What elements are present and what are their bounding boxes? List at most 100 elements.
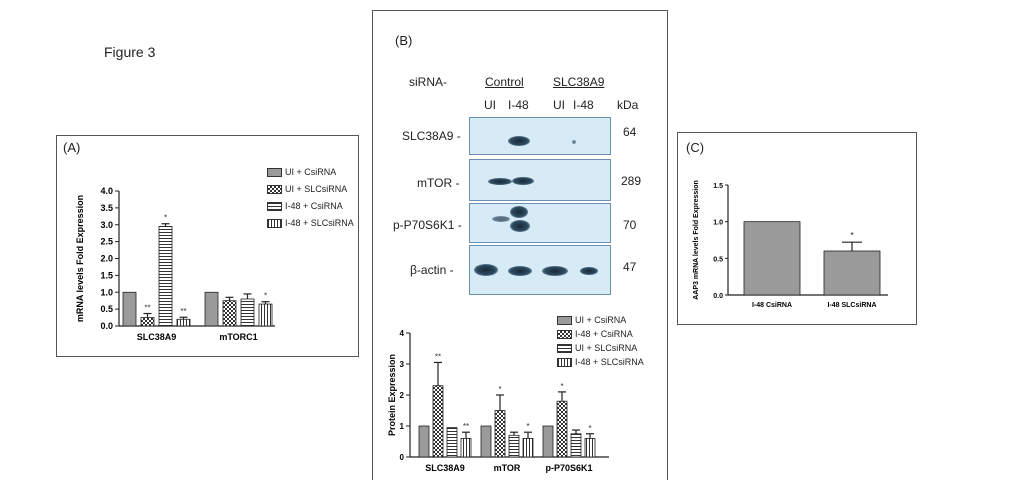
- legend-swatch-solid: [557, 316, 572, 326]
- legend-swatch-hstripe: [557, 344, 572, 354]
- group-control-label: Control: [485, 75, 524, 89]
- significance-marker: *: [588, 424, 591, 433]
- legend-swatch-vstripe: [557, 358, 572, 368]
- y-tick-label: 2: [400, 391, 405, 400]
- significance-marker: *: [526, 422, 529, 431]
- blot-label-p70s6k1: p-P70S6K1 -: [393, 218, 462, 232]
- bar: [258, 303, 273, 327]
- y-tick-label: 3.0: [100, 220, 113, 230]
- significance-marker: **: [180, 307, 186, 316]
- y-tick-label: 3: [400, 360, 405, 369]
- significance-marker: **: [435, 352, 441, 361]
- category-label: SLC38A9: [137, 332, 177, 342]
- category-label: p-P70S6K1: [545, 463, 592, 473]
- bar: [240, 298, 255, 327]
- category-label: mTOR: [494, 463, 521, 473]
- lane-label: UI: [553, 98, 565, 112]
- band: [492, 216, 510, 222]
- panel-a: (A) UI + CsiRNA UI + SLCsiRNA I-48 + Csi…: [56, 135, 359, 357]
- bar: [743, 221, 801, 296]
- significance-marker: *: [560, 382, 563, 391]
- group-slc-label: SLC38A9: [553, 75, 605, 89]
- blot-kda: 289: [621, 174, 642, 188]
- legend-swatch-checker: [267, 185, 282, 195]
- legend-item: I-48 + SLCsiRNA: [557, 357, 644, 368]
- legend-swatch-solid: [267, 168, 282, 178]
- y-tick-label: 0: [400, 453, 405, 462]
- bar: [176, 318, 191, 327]
- bar: [158, 226, 173, 327]
- band: [474, 264, 498, 276]
- panel-c: (C) 0.0 0.5 1.0 1.5 AAP3 mRNA levels Fold Ex…: [677, 132, 917, 325]
- category-label: mTORC1: [219, 332, 257, 342]
- significance-marker: **: [144, 304, 150, 313]
- bar: [204, 291, 219, 327]
- chart-c: 0.0 0.5 1.0 1.5 AAP3 mRNA levels Fold Expres…: [693, 180, 888, 309]
- y-tick-label: 4: [400, 329, 405, 338]
- bar: [460, 437, 472, 458]
- category-label: I-48 CsiRNA: [752, 302, 792, 309]
- bar: [140, 317, 155, 327]
- legend-item: I-48 + CsiRNA: [267, 201, 343, 212]
- blot-p70s6k1: [469, 203, 611, 243]
- bar: [522, 437, 534, 458]
- y-tick-label: 4.0: [100, 186, 113, 196]
- lane-label: UI: [484, 98, 496, 112]
- bar: [584, 437, 596, 458]
- legend-item: UI + CsiRNA: [267, 167, 336, 178]
- y-axis-label: mRNA levels Fold Expression: [75, 195, 85, 322]
- blot-label-beta-actin: β-actin -: [410, 263, 454, 277]
- bar: [480, 425, 492, 458]
- bar: [542, 425, 554, 458]
- bar: [222, 300, 237, 327]
- y-tick-label: 0.5: [713, 256, 723, 263]
- y-tick-label: 1.5: [100, 270, 113, 280]
- y-tick-label: 0.5: [100, 304, 113, 314]
- bar: [556, 400, 568, 458]
- bar: [570, 433, 582, 458]
- significance-marker: *: [264, 292, 267, 301]
- significance-marker: *: [850, 231, 853, 240]
- legend-item: I-48 + SLCsiRNA: [267, 218, 354, 229]
- category-label: I-48 SLCsiRNA: [827, 302, 876, 309]
- band: [510, 220, 530, 232]
- y-tick-label: 2.0: [100, 254, 113, 264]
- legend-item: I-48 + CsiRNA: [557, 329, 633, 340]
- y-tick-label: 3.5: [100, 203, 113, 213]
- legend-item: UI + SLCsiRNA: [557, 343, 637, 354]
- band: [488, 178, 512, 185]
- band: [580, 267, 598, 275]
- y-tick-label: 2.5: [100, 237, 113, 247]
- bar: [494, 410, 506, 458]
- legend-swatch-checker: [557, 330, 572, 340]
- blot-kda: 70: [623, 218, 637, 232]
- blot-beta-actin: [469, 245, 611, 295]
- lane-label: I-48: [573, 98, 594, 112]
- blot-kda: 64: [623, 125, 637, 139]
- y-tick-label: 1: [400, 422, 405, 431]
- y-tick-label: 0.0: [713, 293, 723, 300]
- bar: [823, 250, 881, 296]
- legend-swatch-hstripe: [267, 202, 282, 212]
- significance-marker: **: [463, 422, 469, 431]
- bar: [432, 385, 444, 458]
- band: [510, 206, 528, 218]
- bar: [418, 425, 430, 458]
- blot-slc38a9: [469, 117, 611, 155]
- kda-label: kDa: [617, 98, 639, 112]
- legend-swatch-vstripe: [267, 219, 282, 229]
- blot-label-slc38a9: SLC38A9 -: [402, 129, 461, 143]
- y-tick-label: 1.0: [713, 220, 723, 227]
- panel-b-label: (B): [395, 33, 413, 48]
- blot-label-mtor: mTOR -: [417, 176, 460, 190]
- band: [508, 136, 530, 146]
- significance-marker: *: [164, 214, 167, 223]
- lane-label: I-48: [508, 98, 529, 112]
- blot-mtor: [469, 159, 611, 201]
- panel-a-label: (A): [63, 140, 81, 155]
- figure-title: Figure 3: [104, 44, 156, 60]
- y-tick-label: 1.5: [713, 183, 723, 190]
- bar: [122, 291, 137, 327]
- chart-a: 0.0 0.5 1.0 1.5 2.0 2.5 3.0 3.5 4.0 mRNA levels F…: [75, 186, 275, 342]
